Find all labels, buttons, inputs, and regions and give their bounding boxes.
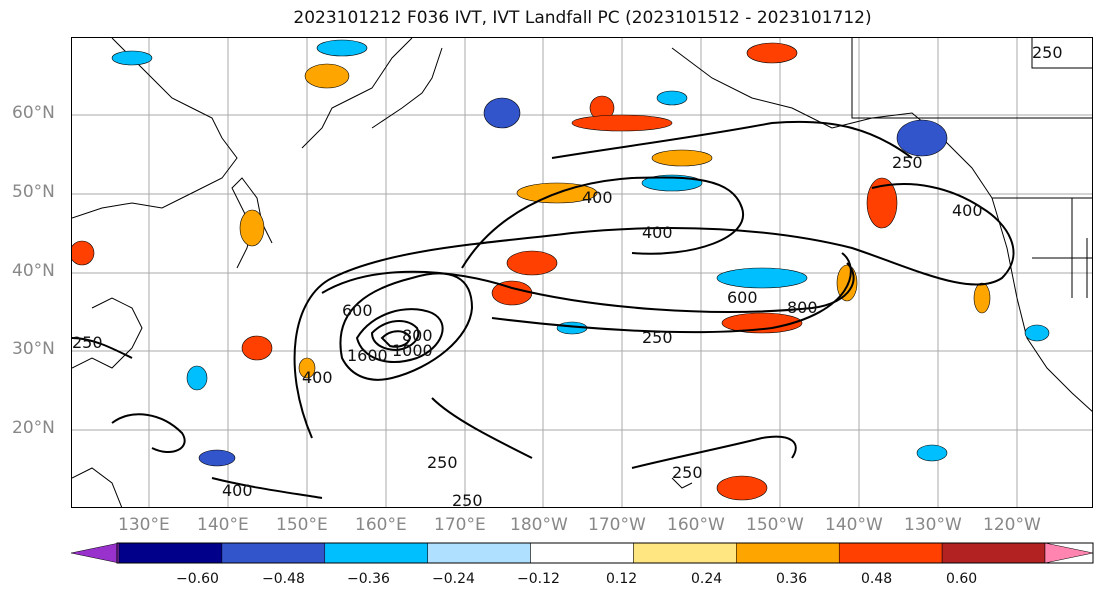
map-panel: 250 400 600 800 1000 1600 250 400 250 40… (71, 37, 1093, 508)
colorbar-segment (427, 542, 531, 564)
lon-label-130e: 130°E (118, 515, 170, 535)
lon-label-120w: 120°W (983, 515, 1041, 535)
contour-label: 250 (427, 453, 458, 472)
colorbar-tick: 0.48 (861, 571, 893, 587)
contour-label: 250 (672, 463, 703, 482)
lat-label-30n: 30°N (12, 339, 55, 359)
coastlines (72, 38, 1092, 507)
colorbar-segment (221, 542, 326, 564)
contour-label: 800 (787, 298, 818, 317)
colorbar-segment (324, 542, 428, 564)
contour-label: 1600 (347, 346, 388, 365)
contour-label: 250 (1032, 43, 1063, 62)
colorbar-tick: −0.48 (262, 571, 305, 587)
colorbar-segment (838, 542, 943, 564)
colorbar-tick: −0.36 (347, 571, 390, 587)
lon-label-160e: 160°E (355, 515, 407, 535)
contour-label: 400 (582, 188, 613, 207)
colorbar-tick: 0.36 (776, 571, 808, 587)
contour-label: 600 (727, 288, 758, 307)
lon-label-140w: 140°W (825, 515, 883, 535)
colorbar-segment (633, 542, 737, 564)
contour-labels: 250 400 600 800 1000 1600 250 400 250 40… (72, 43, 1063, 508)
colorbar-extend-min (70, 542, 120, 564)
landfall-pc-shading (72, 39, 1050, 501)
lat-label-50n: 50°N (12, 182, 55, 202)
lon-label-170w: 170°W (588, 515, 646, 535)
colorbar-tick: −0.12 (517, 571, 560, 587)
contour-label: 400 (222, 481, 253, 500)
colorbar-extend-max (1044, 542, 1094, 564)
colorbar-segment (530, 542, 634, 564)
map-title: 2023101212 F036 IVT, IVT Landfall PC (20… (293, 8, 872, 28)
colorbar-segment (941, 542, 1046, 564)
contour-label: 250 (72, 333, 103, 352)
lon-label-130w: 130°W (904, 515, 962, 535)
lon-label-180w: 180°W (510, 515, 568, 535)
lon-label-150w: 150°W (746, 515, 804, 535)
contour-label: 800 (402, 326, 433, 345)
lat-label-60n: 60°N (12, 103, 55, 123)
colorbar-tick: 0.12 (606, 571, 638, 587)
lon-label-160w: 160°W (667, 515, 725, 535)
colorbar-tick: 0.60 (946, 571, 978, 587)
contour-label: 250 (452, 491, 483, 508)
contour-label: 400 (952, 201, 983, 220)
colorbar-tick: 0.24 (691, 571, 723, 587)
contour-label: 400 (642, 223, 673, 242)
lon-label-140e: 140°E (197, 515, 249, 535)
colorbar-segment (118, 542, 223, 564)
contour-label: 250 (642, 328, 673, 347)
map-canvas: 250 400 600 800 1000 1600 250 400 250 40… (72, 38, 1092, 508)
ivt-contours (72, 120, 1015, 499)
lon-label-170e: 170°E (434, 515, 486, 535)
contour-label: 1000 (392, 341, 433, 360)
lat-label-40n: 40°N (12, 261, 55, 281)
contour-label: 250 (892, 153, 923, 172)
contour-label: 400 (302, 368, 333, 387)
colorbar-segment (736, 542, 840, 564)
contour-label: 600 (342, 301, 373, 320)
colorbar-tick: −0.60 (176, 571, 219, 587)
lon-label-150e: 150°E (276, 515, 328, 535)
lat-label-20n: 20°N (12, 418, 55, 438)
colorbar-tick: −0.24 (432, 571, 475, 587)
